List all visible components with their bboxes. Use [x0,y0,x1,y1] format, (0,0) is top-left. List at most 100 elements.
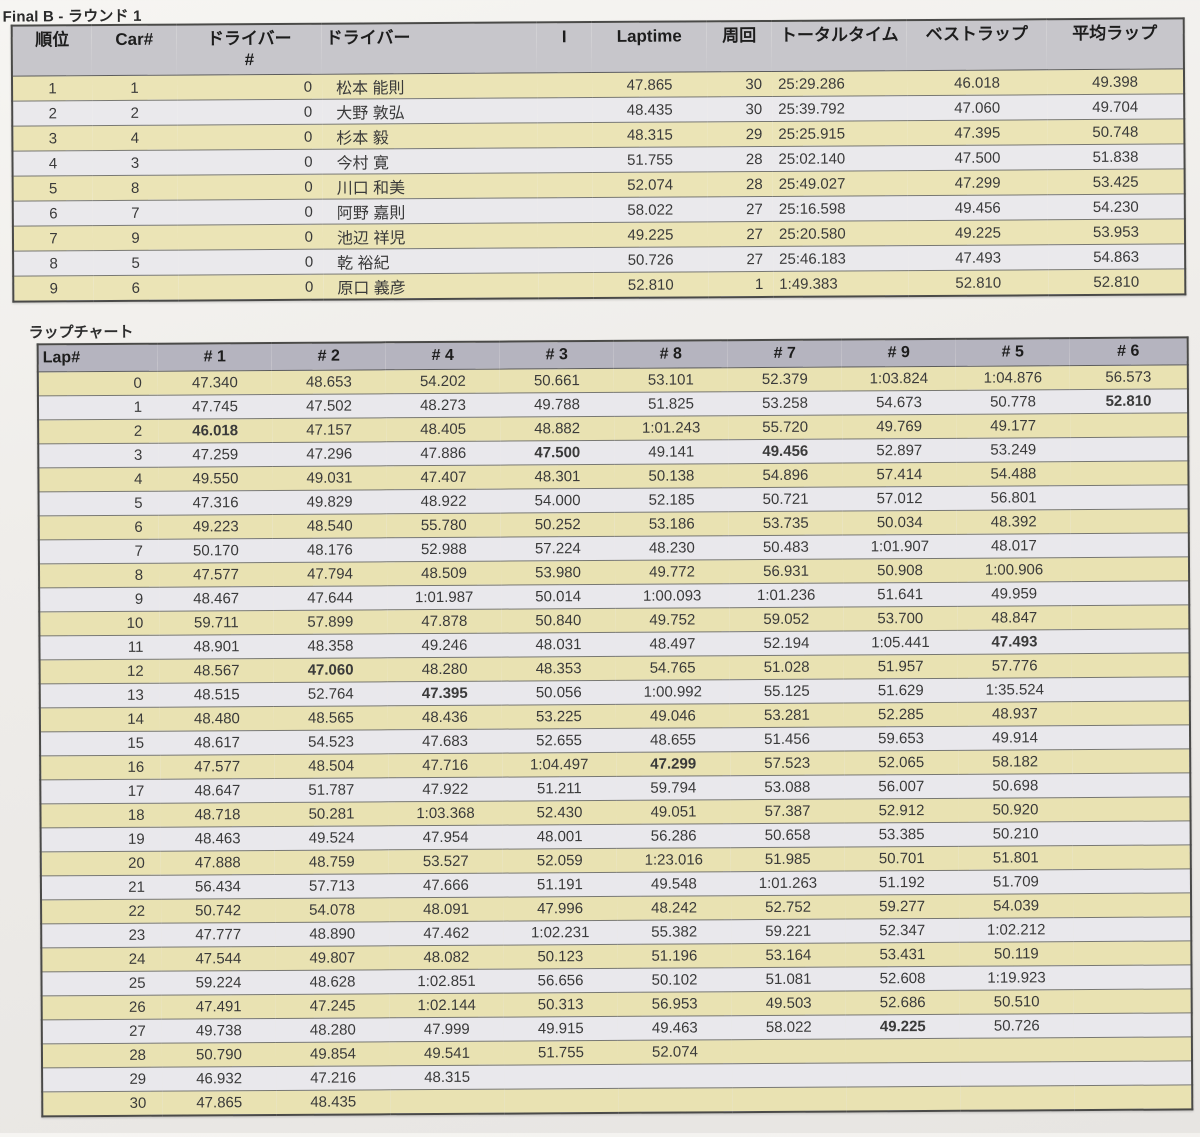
lap-time-cell: 49.463 [617,1015,732,1041]
lap-time-cell: 49.854 [275,1041,391,1067]
lap-number-cell: 0 [37,371,158,396]
lap-time-cell: 50.840 [501,608,616,634]
lap-time-cell: 59.277 [845,894,960,920]
lap-time-cell: 59.221 [731,919,846,944]
lap-time-cell: 46.018 [158,418,273,444]
lap-time-cell: 52.764 [273,681,388,707]
lap-time-cell: 52.608 [845,966,960,992]
lap-time-cell [1073,1036,1193,1062]
lap-time-cell [731,1039,847,1064]
lap-time-cell [1071,604,1190,630]
lap-number-cell: 13 [39,683,160,708]
lap-time-cell: 1:01.263 [730,871,846,896]
best-lap-cell: 47.060 [907,94,1048,121]
lap-time-cell [1072,820,1191,846]
lap-time-cell: 52.347 [845,918,960,944]
lap-time-cell: 48.273 [385,393,501,418]
lap-time-cell: 47.502 [271,393,387,419]
lap-time-cell: 53.101 [613,367,728,393]
driver-name-cell: 杉本 毅 [322,122,538,150]
lap-time-cell: 47.996 [503,896,618,922]
lap-time-cell [1074,1060,1193,1086]
lap-time-cell: 47.340 [157,370,272,396]
lap-time-cell: 51.801 [958,845,1073,871]
lap-time-cell [846,1086,961,1112]
lap-time-cell: 52.897 [842,438,957,464]
avg-lap-cell: 51.838 [1047,143,1185,170]
i-cell [537,122,593,148]
lap-time-cell: 48.301 [500,464,615,490]
lap-time-cell [1074,1084,1193,1110]
lap-time-cell [1071,724,1191,750]
lap-number-cell: 23 [41,923,162,948]
lap-time-cell: 48.567 [159,658,274,684]
total-time-cell: 25:39.792 [772,95,908,122]
lap-time-cell: 56.286 [616,823,731,849]
lap-time-cell: 47.666 [388,873,504,898]
lap-time-cell: 1:03.368 [388,801,503,826]
results-header-total-time: トータルタイム [771,20,907,72]
lap-time-cell: 1:02.851 [389,969,504,994]
lap-time-cell [618,1063,733,1089]
lap-time-cell: 49.541 [389,1041,505,1066]
lap-time-cell: 56.573 [1069,364,1188,390]
i-cell [538,247,594,273]
lap-time-cell: 50.123 [503,944,618,970]
lap-time-cell: 57.713 [274,873,390,899]
car-number-cell: 3 [92,150,178,176]
lap-time-cell: 50.034 [842,510,957,536]
lap-time-cell: 47.462 [389,921,504,946]
lap-time-cell: 51.192 [844,870,960,896]
lap-time-cell [1072,868,1192,894]
lap-number-cell: 29 [42,1067,163,1092]
lap-time-cell: 1:00.992 [615,679,730,705]
lap-time-cell [732,1063,847,1088]
lap-time-cell: 47.886 [386,441,501,466]
driver-name-cell: 池辺 祥児 [322,222,539,250]
lap-time-cell: 57.414 [842,462,957,488]
avg-lap-cell: 49.398 [1046,68,1185,95]
driver-number-cell: 0 [177,199,323,226]
lap-time-cell: 53.249 [956,437,1071,463]
lap-time-cell: 48.091 [389,897,504,922]
lap-time-cell [1071,580,1190,606]
rank-cell: 4 [12,150,93,177]
lap-time-cell: 54.202 [385,369,500,394]
laps-cell: 30 [706,71,773,97]
lap-chart-body: 0 47.340 48.653 54.202 50.661 53.101 52.379 1:0… [37,364,1193,1116]
lap-time-cell: 1:23.016 [616,847,731,873]
lap-time-cell: 48.242 [617,895,732,921]
lap-time-cell [1073,1012,1192,1038]
lap-time-cell: 48.031 [501,632,616,658]
lap-chart-header-car: # 9 [841,338,956,368]
lap-time-cell: 54.673 [841,390,957,416]
lap-time-cell: 53.088 [730,775,845,800]
lap-time-cell: 51.787 [274,777,389,803]
lap-time-cell: 49.959 [957,581,1072,607]
lap-time-cell: 1:01.987 [387,585,502,610]
lap-time-cell [960,1085,1075,1111]
lap-time-cell: 47.316 [158,490,273,516]
driver-number-cell: 0 [177,174,323,201]
lap-time-cell: 51.985 [730,847,845,872]
lap-time-cell: 48.890 [275,921,390,947]
lap-number-cell: 2 [38,419,159,444]
lap-number-cell: 19 [40,827,161,852]
best-lap-cell: 49.225 [907,219,1049,246]
lap-time-cell: 53.281 [729,703,844,728]
lap-time-cell: 1:01.243 [614,415,729,441]
total-time-cell: 25:02.140 [772,145,908,172]
lap-time-cell: 49.031 [272,465,387,491]
lap-time-cell: 51.629 [843,678,958,704]
lap-time-cell: 50.510 [959,989,1074,1015]
lap-time-cell: 49.769 [842,414,957,440]
lap-time-cell: 52.285 [843,702,958,728]
lap-time-cell: 54.488 [956,461,1071,487]
i-cell [537,147,593,173]
lap-time-cell [1072,796,1191,822]
results-header-laps: 周回 [706,20,772,72]
driver-name-cell: 阿野 嘉則 [322,197,538,225]
rank-cell: 7 [12,225,94,252]
lap-time-cell: 59.711 [159,610,274,636]
total-time-cell: 25:46.183 [773,245,909,272]
